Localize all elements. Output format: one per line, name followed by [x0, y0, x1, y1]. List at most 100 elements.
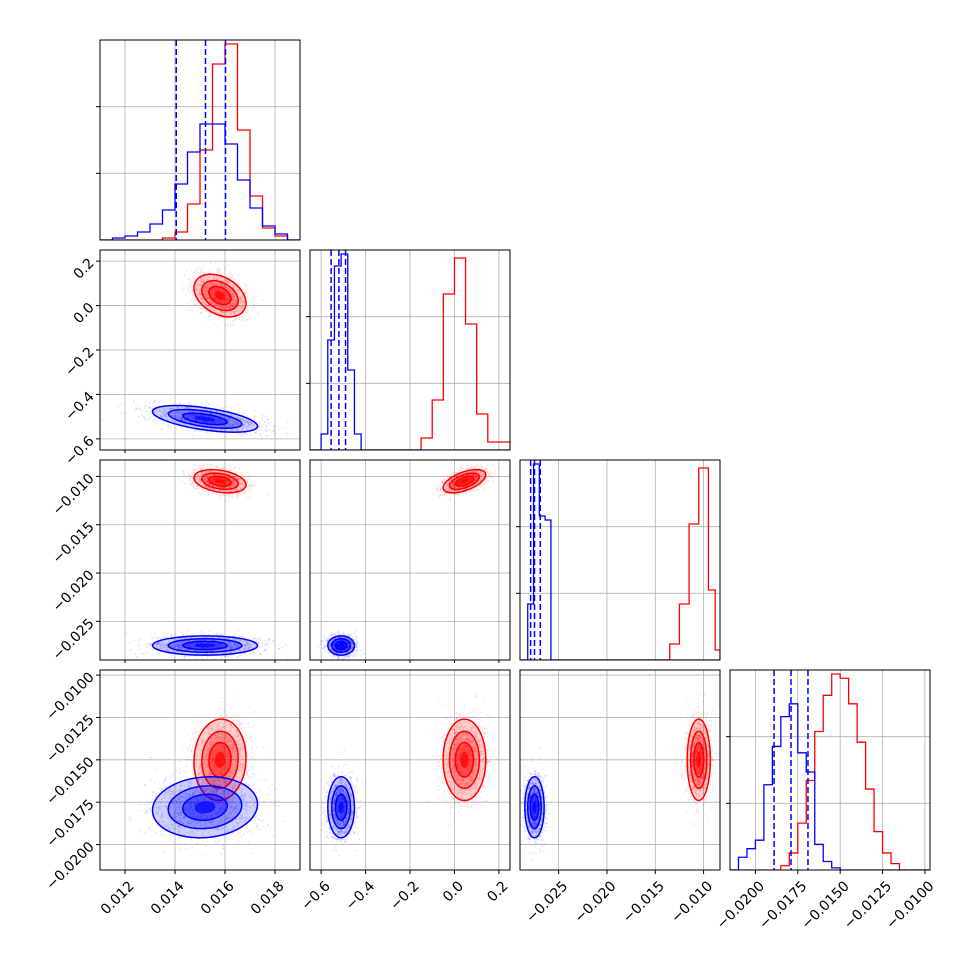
scatter-point — [220, 421, 223, 424]
scatter-point — [226, 327, 229, 330]
scatter-point — [225, 307, 227, 310]
scatter-point — [207, 304, 210, 307]
scatter-point — [191, 414, 194, 417]
scatter-point — [210, 301, 213, 304]
scatter-point — [234, 420, 237, 422]
scatter-point — [180, 412, 183, 415]
scatter-point — [213, 297, 216, 300]
scatter-point — [237, 274, 240, 277]
scatter-point — [200, 297, 203, 299]
scatter-point — [225, 299, 227, 302]
scatter-point — [225, 296, 228, 299]
scatter-point — [238, 418, 241, 420]
scatter-point — [216, 288, 219, 291]
scatter-point — [233, 299, 236, 302]
scatter-point — [198, 306, 201, 309]
scatter-point — [162, 422, 165, 425]
scatter-point — [232, 284, 235, 287]
scatter-point — [231, 423, 234, 426]
scatter-point — [229, 424, 232, 427]
scatter-point — [236, 421, 238, 424]
scatter-point — [220, 407, 223, 410]
scatter-point — [190, 416, 193, 419]
scatter-point — [202, 275, 205, 278]
scatter-point — [199, 285, 202, 288]
scatter-point — [204, 471, 207, 473]
scatter-point — [190, 309, 193, 312]
scatter-point — [180, 419, 183, 422]
scatter-point — [220, 424, 223, 427]
scatter-point — [187, 415, 190, 417]
scatter-point — [208, 275, 211, 278]
scatter-point — [216, 299, 219, 302]
scatter-point — [228, 422, 230, 425]
scatter-point — [160, 410, 162, 413]
scatter-point — [238, 299, 241, 302]
scatter-point — [189, 479, 192, 482]
scatter-point — [264, 415, 267, 418]
scatter-point — [229, 306, 232, 308]
scatter-point — [180, 417, 183, 420]
scatter-point — [164, 413, 167, 415]
scatter-point — [211, 291, 214, 294]
scatter-point — [200, 414, 202, 417]
scatter-point — [217, 299, 220, 302]
scatter-point — [221, 284, 224, 287]
scatter-point — [235, 309, 238, 312]
scatter-point — [219, 284, 222, 287]
scatter-point — [233, 279, 236, 282]
scatter-point — [184, 410, 187, 413]
scatter-point — [266, 645, 269, 648]
scatter-point — [223, 291, 226, 294]
scatter-point — [220, 285, 223, 287]
scatter-point — [194, 414, 197, 417]
scatter-point — [244, 425, 247, 428]
scatter-point — [220, 284, 222, 287]
scatter-point — [185, 293, 188, 296]
scatter-point — [215, 298, 218, 301]
scatter-point — [187, 414, 190, 417]
scatter-point — [196, 466, 199, 469]
scatter-point — [146, 642, 149, 645]
scatter-point — [213, 421, 216, 424]
scatter-point — [200, 268, 203, 271]
scatter-point — [266, 426, 268, 429]
scatter-point — [215, 424, 218, 427]
scatter-point — [201, 420, 204, 423]
scatter-point — [215, 419, 218, 422]
scatter-point — [204, 296, 207, 299]
scatter-point — [221, 483, 224, 486]
scatter-point — [223, 425, 226, 428]
scatter-point — [211, 412, 214, 415]
scatter-point — [250, 421, 253, 424]
scatter-point — [232, 298, 235, 301]
scatter-point — [228, 306, 231, 309]
scatter-point — [221, 305, 224, 308]
scatter-point — [167, 424, 170, 427]
scatter-point — [164, 414, 167, 417]
scatter-point — [258, 425, 261, 428]
scatter-point — [186, 414, 189, 417]
scatter-point — [204, 293, 207, 295]
scatter-point — [248, 486, 251, 489]
scatter-point — [199, 270, 202, 273]
scatter-point — [194, 414, 197, 417]
scatter-point — [205, 309, 208, 312]
scatter-point — [252, 484, 255, 487]
scatter-point — [190, 285, 193, 288]
scatter-point — [247, 424, 250, 427]
scatter-point — [229, 429, 232, 432]
scatter-point — [204, 421, 207, 424]
scatter-point — [241, 309, 244, 312]
scatter-point — [243, 476, 246, 478]
scatter-point — [246, 307, 249, 310]
scatter-point — [215, 283, 217, 286]
scatter-point — [229, 291, 232, 294]
scatter-point — [215, 413, 217, 416]
scatter-point — [206, 295, 209, 298]
scatter-point — [128, 641, 131, 644]
scatter-point — [138, 406, 141, 409]
scatter-point — [239, 296, 242, 299]
scatter-point — [198, 293, 201, 296]
scatter-point — [220, 429, 223, 432]
